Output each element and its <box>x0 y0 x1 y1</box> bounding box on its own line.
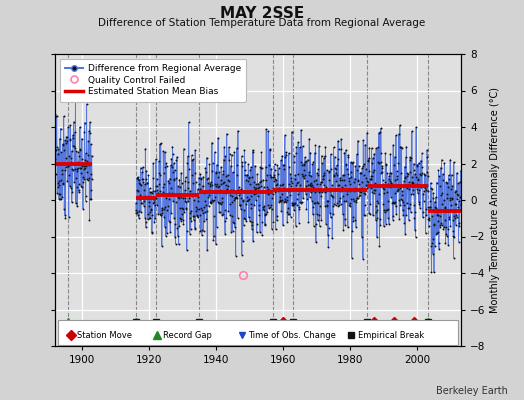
Legend: Difference from Regional Average, Quality Control Failed, Estimated Station Mean: Difference from Regional Average, Qualit… <box>60 58 246 102</box>
Text: MAY 2SSE: MAY 2SSE <box>220 6 304 21</box>
Text: Berkeley Earth: Berkeley Earth <box>436 386 508 396</box>
Text: Empirical Break: Empirical Break <box>357 330 424 340</box>
Text: Difference of Station Temperature Data from Regional Average: Difference of Station Temperature Data f… <box>99 18 425 28</box>
Text: Record Gap: Record Gap <box>162 330 212 340</box>
Y-axis label: Monthly Temperature Anomaly Difference (°C): Monthly Temperature Anomaly Difference (… <box>490 87 500 313</box>
Text: Time of Obs. Change: Time of Obs. Change <box>248 330 336 340</box>
Bar <box>58 320 458 345</box>
Text: Station Move: Station Move <box>78 330 133 340</box>
